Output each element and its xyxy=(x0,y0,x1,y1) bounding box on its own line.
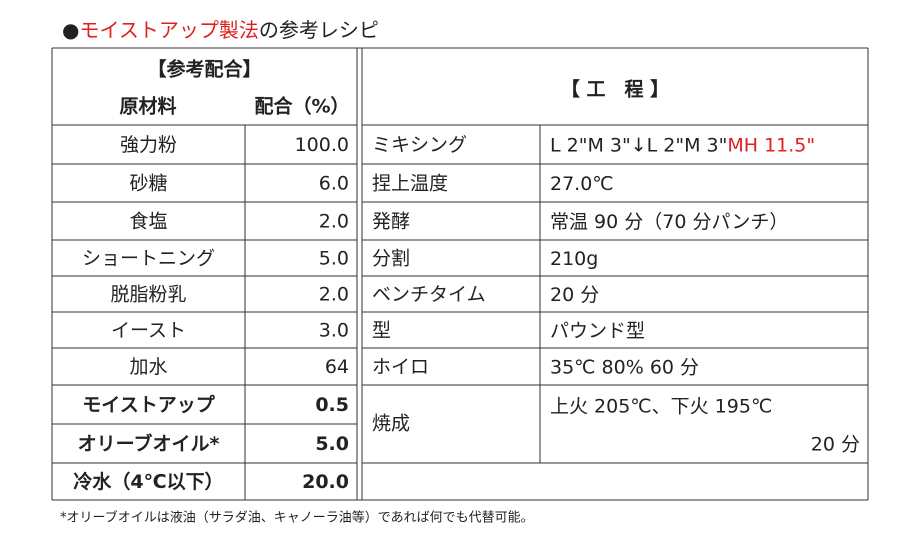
process-detail-text: 常温 90 分（70 分パンチ） xyxy=(550,211,788,233)
process-step: ベンチタイム xyxy=(372,284,486,306)
footnote: *オリーブオイルは液油（サラダ油、キャノーラ油等）であれば何でも代替可能。 xyxy=(60,510,534,526)
process-detail-text: 27.0℃ xyxy=(550,173,614,195)
process-detail: パウンド型 xyxy=(550,320,645,342)
process-step: 焼成 xyxy=(372,413,410,435)
special-ingredient-name: モイストアップ xyxy=(82,393,215,416)
ingredient-ratio: 2.0 xyxy=(319,211,349,233)
process-detail-text: 210g xyxy=(550,248,598,270)
ingredient-ratio: 5.0 xyxy=(319,248,349,270)
title-bullet: ● xyxy=(62,18,79,42)
special-ingredient-ratio: 5.0 xyxy=(315,433,349,455)
process-detail: 27.0℃ xyxy=(550,173,614,195)
process-detail: 常温 90 分（70 分パンチ） xyxy=(550,211,788,233)
process-step: ホイロ xyxy=(372,356,429,378)
ingredient-ratio: 100.0 xyxy=(295,134,349,156)
special-ingredient-name: オリーブオイル* xyxy=(78,432,220,455)
ingredient-name: イースト xyxy=(111,320,186,342)
process-detail-highlight: MH 11.5" xyxy=(727,134,815,156)
column-header: 原材料 xyxy=(119,95,176,118)
ingredient-name: 食塩 xyxy=(129,211,167,233)
ingredient-ratio: 64 xyxy=(325,356,349,378)
special-ingredient-name: 冷水（4℃以下） xyxy=(73,470,223,493)
special-ingredient-ratio: 20.0 xyxy=(302,471,349,493)
title: ●モイストアップ製法の参考レシピ xyxy=(62,18,379,42)
column-header: 配合（%） xyxy=(254,95,349,118)
process-step: 型 xyxy=(372,320,391,342)
ingredient-ratio: 3.0 xyxy=(319,320,349,342)
process-detail: L 2"M 3"↓L 2"M 3"MH 11.5" xyxy=(550,134,815,156)
ingredient-name: ショートニング xyxy=(82,248,215,270)
process-detail: 20 分 xyxy=(811,434,860,456)
process-detail-text: 20 分 xyxy=(550,284,599,306)
process-detail-text: パウンド型 xyxy=(550,320,645,342)
ingredient-name: 砂糖 xyxy=(129,173,167,195)
process-detail-text: 35℃ 80% 60 分 xyxy=(550,356,699,378)
process-step: ミキシング xyxy=(372,134,467,156)
process-step: 捏上温度 xyxy=(372,173,448,195)
left-header-title: 【参考配合】 xyxy=(147,58,261,81)
process-step: 分割 xyxy=(372,248,410,270)
process-detail: 上火 205℃、下火 195℃ xyxy=(550,396,772,418)
ingredient-name: 脱脂粉乳 xyxy=(110,284,186,306)
ingredient-ratio: 6.0 xyxy=(319,173,349,195)
special-ingredient-ratio: 0.5 xyxy=(315,394,349,416)
ingredient-ratio: 2.0 xyxy=(319,284,349,306)
right-header: 【 工 程 】 xyxy=(561,78,669,101)
process-step: 発酵 xyxy=(372,211,410,233)
title-highlight: モイストアップ製法 xyxy=(79,18,258,42)
title-rest: の参考レシピ xyxy=(259,18,379,42)
ingredient-name: 強力粉 xyxy=(120,134,177,156)
process-detail: 20 分 xyxy=(550,284,599,306)
process-detail-text: L 2"M 3"↓L 2"M 3" xyxy=(550,134,727,156)
process-detail: 210g xyxy=(550,248,598,270)
ingredient-name: 加水 xyxy=(129,356,167,378)
process-detail: 35℃ 80% 60 分 xyxy=(550,356,699,378)
